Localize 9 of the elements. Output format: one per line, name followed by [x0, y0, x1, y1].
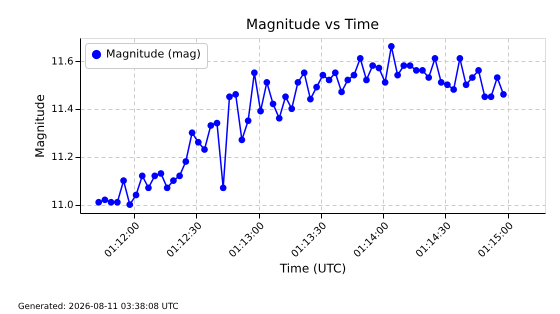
text: Generated: 2026-08-11 03:38:08 UTC [18, 302, 179, 312]
y-tick-label: 11.4 [51, 104, 74, 116]
y-tick-label: 11.6 [51, 56, 74, 68]
y-tick-label: 11.0 [51, 200, 74, 212]
legend-label: Magnitude (mag) [106, 48, 201, 60]
chart-title: Magnitude vs Time [246, 17, 379, 33]
y-axis-title: Magnitude [33, 94, 48, 158]
x-axis-title: Time (UTC) [278, 261, 346, 276]
y-tick-label: 11.2 [51, 152, 74, 164]
